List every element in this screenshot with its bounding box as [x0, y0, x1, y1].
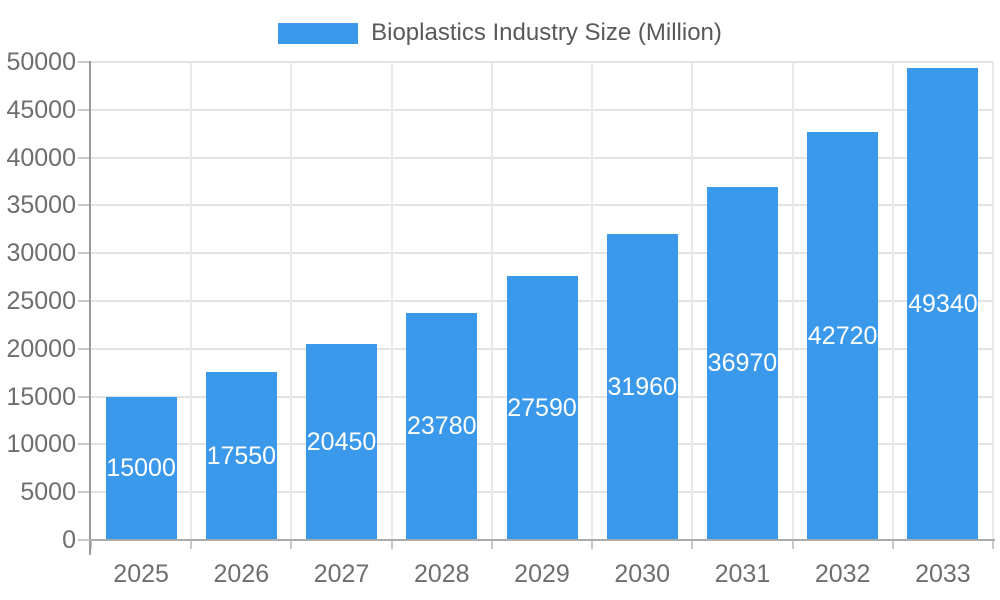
- x-axis-tick: [490, 540, 493, 549]
- x-axis-label: 2029: [514, 560, 570, 588]
- y-axis-tick: [78, 395, 90, 398]
- y-axis-label: 0: [62, 526, 76, 554]
- y-axis-label: 45000: [6, 95, 76, 124]
- y-axis-tick: [78, 347, 90, 350]
- y-axis-label: 15000: [6, 382, 76, 411]
- x-axis-label: 2026: [213, 560, 270, 588]
- x-axis-tick: [992, 540, 994, 549]
- y-axis-tick: [78, 443, 90, 446]
- bar-2030[interactable]: [606, 234, 678, 540]
- bar-2025[interactable]: [105, 396, 177, 540]
- x-axis-tick: [290, 540, 293, 549]
- bar-2033[interactable]: [907, 68, 979, 540]
- x-axis-label: 2033: [915, 560, 971, 588]
- x-axis-tick: [791, 540, 794, 549]
- v-gridline: [891, 62, 894, 540]
- y-axis-label: 10000: [6, 430, 76, 459]
- bar-value-label: 15000: [106, 454, 176, 483]
- bar-2027[interactable]: [306, 344, 378, 540]
- x-axis-label: 2031: [714, 560, 771, 588]
- h-gridline: [91, 108, 993, 111]
- y-axis-label: 35000: [6, 191, 76, 220]
- bar-value-label: 20450: [306, 428, 377, 457]
- v-gridline: [591, 62, 594, 540]
- x-axis-label: 2032: [814, 560, 871, 588]
- v-gridline: [390, 62, 393, 540]
- x-axis-tick: [691, 540, 694, 549]
- v-gridline: [791, 62, 794, 540]
- y-axis-label: 50000: [6, 48, 76, 76]
- v-gridline: [290, 62, 293, 540]
- bar-2031[interactable]: [706, 186, 778, 540]
- y-axis-tick: [78, 491, 90, 494]
- x-axis-tick: [390, 540, 393, 549]
- x-axis-tick: [891, 540, 894, 549]
- y-axis-label: 25000: [6, 287, 76, 315]
- bar-2032[interactable]: [807, 131, 879, 540]
- v-gridline: [691, 62, 694, 540]
- bar-value-label: 27590: [507, 394, 577, 423]
- bar-2028[interactable]: [406, 312, 478, 540]
- h-gridline: [91, 156, 993, 159]
- bar-value-label: 17550: [206, 442, 277, 471]
- bar-value-label: 49340: [908, 290, 978, 319]
- y-axis-tick: [78, 539, 90, 541]
- v-gridline: [992, 62, 994, 540]
- chart-legend: Bioplastics Industry Size (Million): [0, 21, 1000, 45]
- x-axis-tick: [90, 540, 92, 549]
- legend-swatch: [278, 22, 359, 44]
- bar-value-label: 36970: [707, 349, 778, 378]
- x-axis-label: 2030: [614, 560, 671, 588]
- x-axis-label: 2027: [313, 560, 370, 588]
- h-gridline: [91, 61, 993, 63]
- y-axis-line: [89, 61, 91, 555]
- legend-label: Bioplastics Industry Size (Million): [371, 19, 722, 46]
- v-gridline: [490, 62, 493, 540]
- h-gridline: [91, 204, 993, 207]
- v-gridline: [190, 62, 193, 540]
- x-axis-tick: [591, 540, 594, 549]
- x-axis-tick: [190, 540, 193, 549]
- bar-value-label: 42720: [807, 321, 878, 350]
- y-axis-tick: [78, 61, 90, 63]
- x-axis-label: 2025: [113, 560, 169, 588]
- y-axis-label: 30000: [6, 239, 76, 268]
- bar-value-label: 23780: [407, 412, 477, 441]
- bar-2029[interactable]: [506, 276, 578, 540]
- y-axis-label: 20000: [6, 334, 76, 363]
- x-axis-label: 2028: [413, 560, 470, 588]
- h-gridline: [91, 252, 993, 255]
- bar-value-label: 31960: [607, 373, 677, 402]
- y-axis-tick: [78, 156, 90, 159]
- y-axis-tick: [78, 300, 90, 302]
- y-axis-tick: [78, 108, 90, 111]
- y-axis-label: 40000: [6, 143, 76, 172]
- bar-2026[interactable]: [205, 372, 277, 540]
- y-axis-label: 5000: [20, 478, 76, 507]
- y-axis-tick: [78, 204, 90, 207]
- x-axis-line: [89, 539, 995, 541]
- y-axis-tick: [78, 252, 90, 255]
